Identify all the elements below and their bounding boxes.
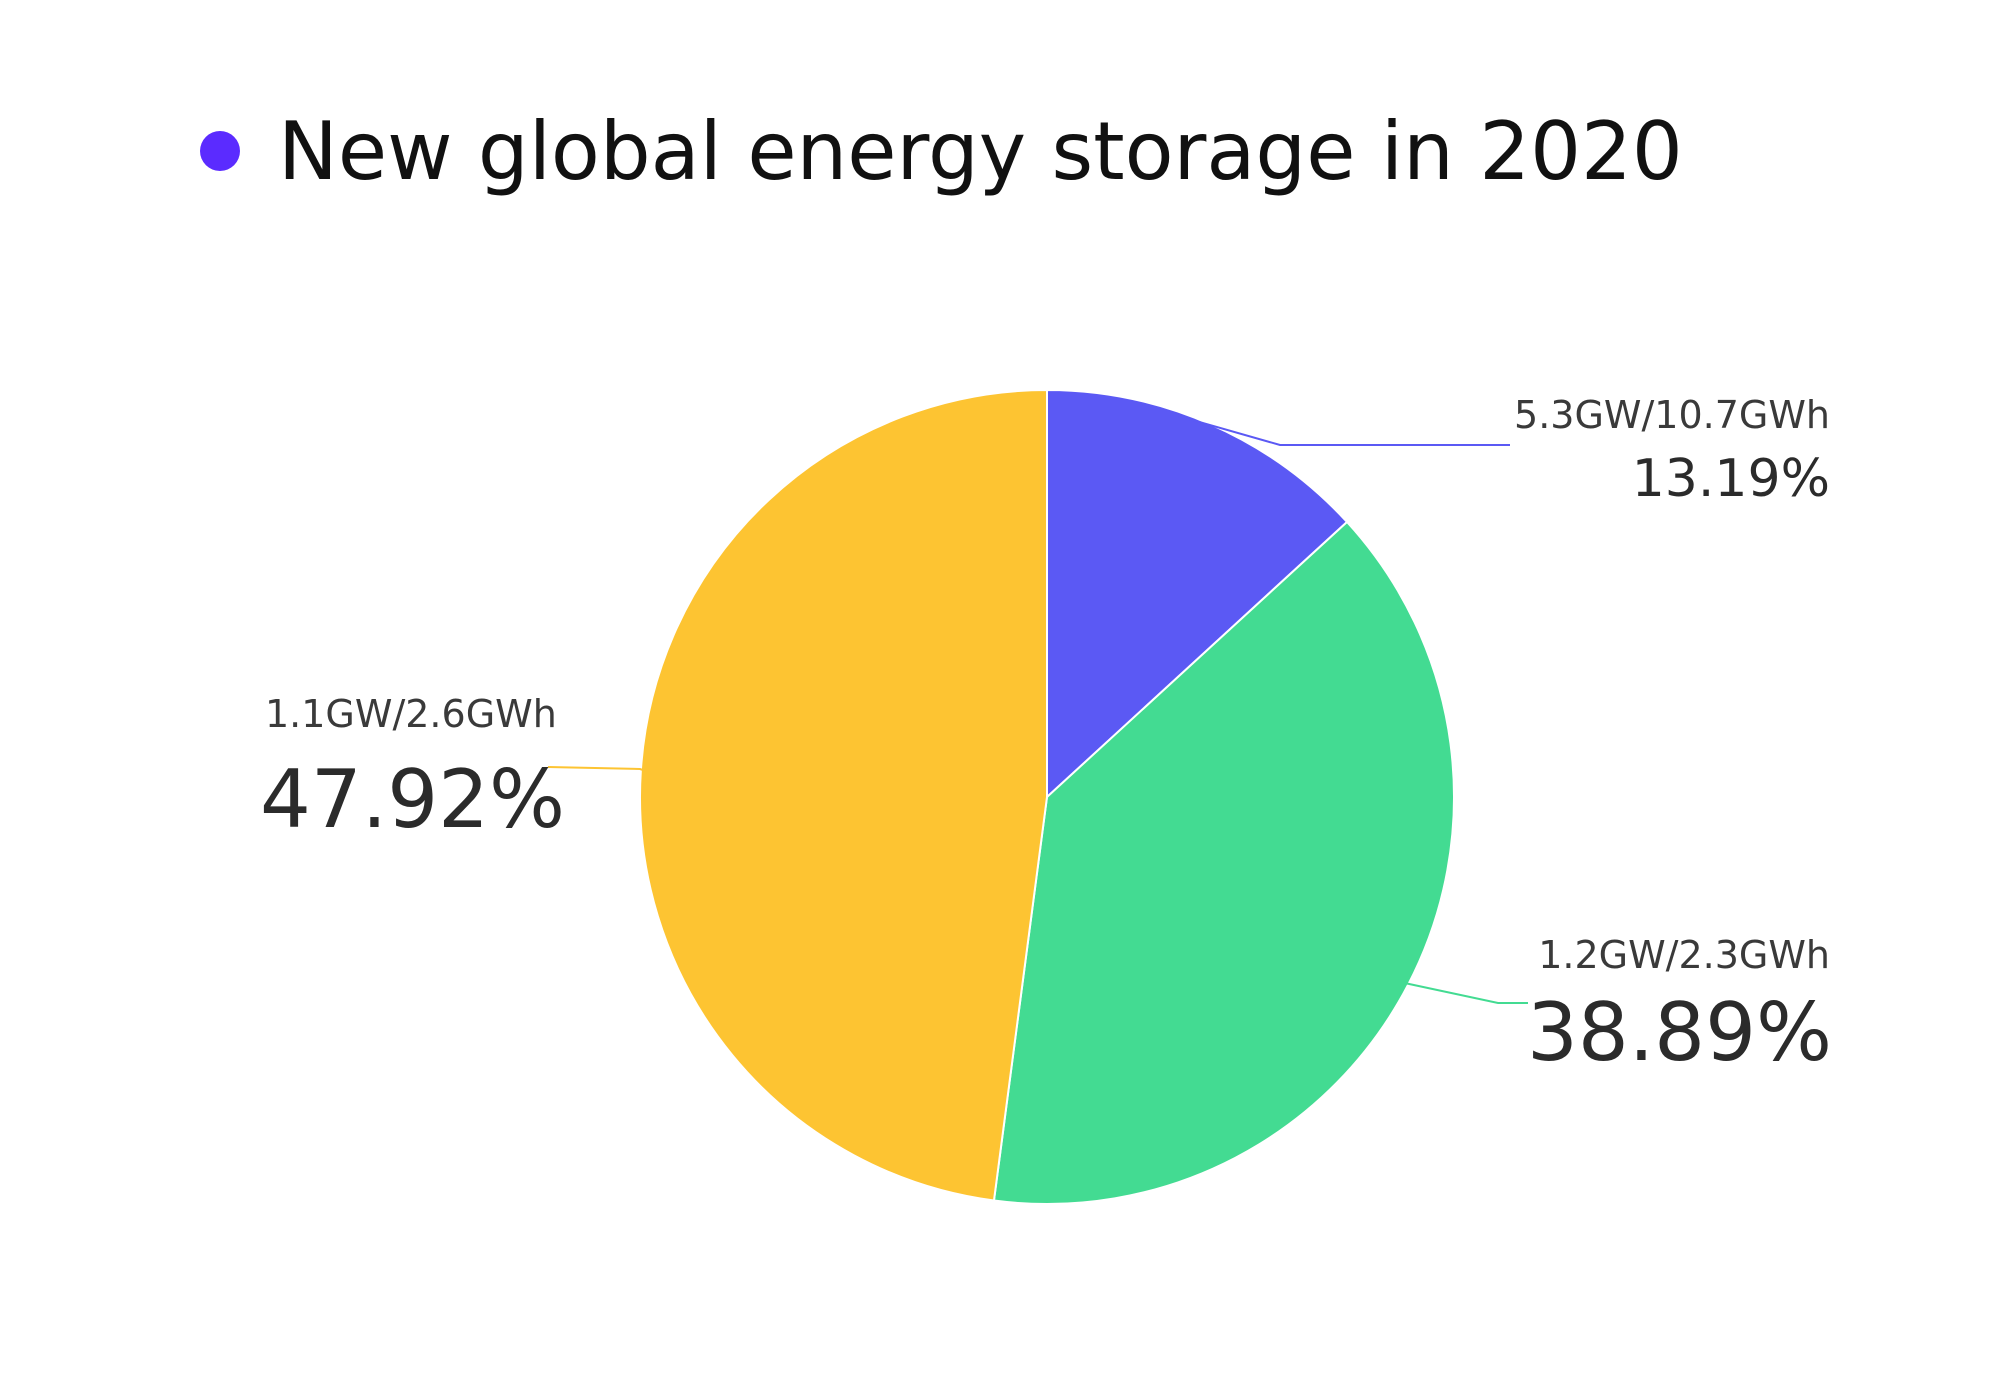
slice-labels: 5.3GW/10.7GWh 13.19% 1.2GW/2.3GWh 38.89% 1.1… xyxy=(260,393,1832,1079)
slice-capacity-label-2: 1.2GW/2.3GWh xyxy=(1538,933,1830,977)
slice-percent-label-2: 38.89% xyxy=(1527,986,1832,1079)
slice-capacity-label-1: 5.3GW/10.7GWh xyxy=(1514,393,1830,437)
leader-line-3 xyxy=(547,766,646,772)
pie-slice-2 xyxy=(992,520,1455,1205)
slice-percent-label-1: 13.19% xyxy=(1632,449,1830,509)
slice-percent-label-3: 47.92% xyxy=(260,753,565,846)
leader-lines xyxy=(547,414,1528,1004)
chart-title: New global energy storage in 2020 xyxy=(278,104,1683,198)
leader-line-1 xyxy=(1177,414,1510,446)
pie-slice-3 xyxy=(638,388,1048,1202)
slice-capacity-label-3: 1.1GW/2.6GWh xyxy=(265,692,557,736)
pie-slices xyxy=(638,388,1455,1205)
title-bullet-dot xyxy=(200,131,240,171)
leader-line-2 xyxy=(1404,982,1528,1004)
chart-title-row: New global energy storage in 2020 xyxy=(200,96,1683,206)
